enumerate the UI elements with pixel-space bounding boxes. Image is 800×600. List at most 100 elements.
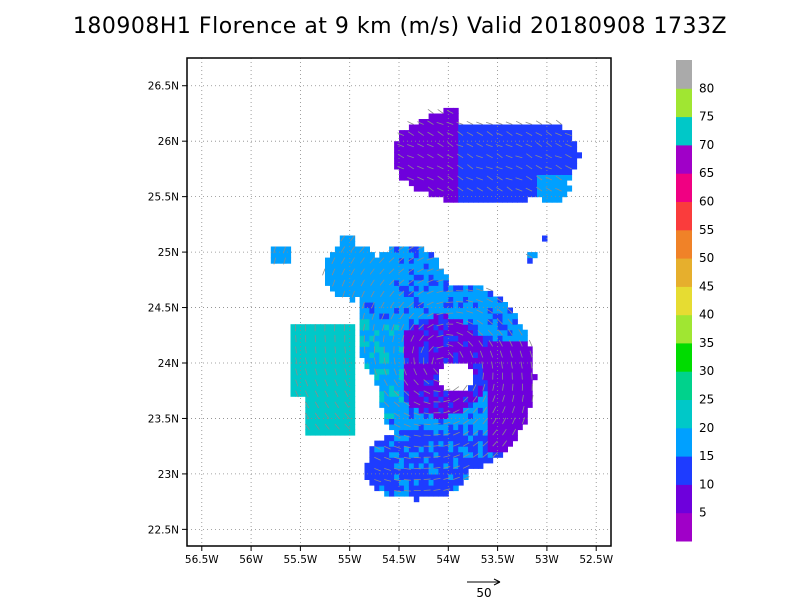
wind-cell bbox=[453, 324, 459, 331]
wind-cell bbox=[522, 124, 528, 131]
wind-cell bbox=[300, 329, 306, 336]
wind-cell bbox=[413, 290, 420, 297]
wind-vector bbox=[373, 368, 377, 376]
wind-cell bbox=[561, 163, 568, 170]
wind-cell bbox=[438, 407, 444, 414]
wind-cell bbox=[359, 307, 366, 314]
wind-cell bbox=[438, 429, 444, 436]
wind-cell bbox=[497, 296, 504, 303]
wind-cell bbox=[463, 440, 469, 447]
wind-cell bbox=[497, 180, 504, 187]
wind-cell bbox=[497, 424, 504, 431]
wind-vector bbox=[519, 350, 523, 358]
wind-cell bbox=[453, 424, 459, 431]
wind-cell bbox=[364, 473, 370, 480]
wind-cell bbox=[561, 191, 568, 198]
wind-vector bbox=[322, 268, 326, 276]
wind-cell bbox=[453, 157, 459, 164]
wind-cell bbox=[389, 379, 395, 386]
wind-vector bbox=[472, 384, 477, 391]
wind-cell bbox=[344, 351, 351, 358]
wind-cell bbox=[290, 379, 296, 386]
wind-cell bbox=[477, 435, 484, 442]
wind-cell bbox=[428, 335, 435, 342]
wind-cell bbox=[527, 135, 533, 142]
wind-cell bbox=[408, 440, 415, 447]
wind-cell bbox=[374, 479, 380, 486]
wind-cell bbox=[389, 274, 395, 281]
wind-cell bbox=[413, 462, 420, 469]
wind-cell bbox=[364, 324, 370, 331]
wind-cell bbox=[344, 357, 351, 364]
colorbar-swatch bbox=[676, 173, 692, 202]
wind-cell bbox=[482, 174, 489, 181]
wind-vector bbox=[472, 395, 478, 403]
wind-cell bbox=[399, 440, 405, 447]
wind-cell bbox=[305, 429, 311, 436]
wind-cell bbox=[453, 440, 459, 447]
wind-cell bbox=[384, 435, 390, 442]
wind-vector bbox=[531, 394, 534, 402]
wind-cell bbox=[408, 401, 415, 408]
wind-cell bbox=[438, 385, 444, 392]
wind-cell bbox=[418, 313, 425, 320]
wind-cell bbox=[359, 340, 366, 347]
wind-cell bbox=[487, 351, 494, 358]
wind-cell bbox=[532, 185, 538, 192]
wind-cell bbox=[418, 346, 425, 353]
wind-cell bbox=[330, 335, 336, 342]
wind-cell bbox=[517, 351, 523, 358]
wind-cell bbox=[369, 457, 375, 464]
wind-vector bbox=[423, 401, 431, 405]
wind-cell bbox=[280, 252, 287, 259]
wind-cell bbox=[542, 185, 548, 192]
wind-cell bbox=[394, 141, 400, 148]
wind-cell bbox=[330, 351, 336, 358]
colorbar-label: 35 bbox=[699, 336, 714, 350]
wind-cell bbox=[458, 318, 464, 325]
wind-cell bbox=[403, 462, 410, 469]
wind-cell bbox=[482, 324, 489, 331]
wind-cell bbox=[443, 313, 449, 320]
wind-cell bbox=[389, 451, 395, 458]
wind-cell bbox=[364, 246, 370, 253]
wind-cell bbox=[315, 429, 321, 436]
wind-cell bbox=[507, 335, 513, 342]
wind-cell bbox=[497, 396, 504, 403]
wind-cell bbox=[507, 374, 513, 381]
wind-cell bbox=[399, 357, 405, 364]
wind-cell bbox=[473, 374, 479, 381]
wind-vector bbox=[482, 441, 489, 447]
wind-vector bbox=[505, 121, 513, 125]
colorbar-label: 15 bbox=[699, 449, 714, 463]
wind-cell bbox=[453, 141, 459, 148]
wind-cell bbox=[517, 174, 523, 181]
wind-cell bbox=[330, 268, 336, 275]
wind-cell bbox=[418, 440, 425, 447]
wind-cell bbox=[330, 368, 336, 375]
wind-cell bbox=[433, 296, 439, 303]
wind-cell bbox=[418, 141, 425, 148]
wind-cell bbox=[522, 146, 528, 153]
wind-cell bbox=[295, 363, 301, 370]
wind-cell bbox=[334, 263, 341, 270]
wind-cell bbox=[413, 141, 420, 148]
wind-cell bbox=[364, 285, 370, 292]
wind-cell bbox=[423, 268, 430, 275]
wind-cell bbox=[438, 268, 444, 275]
wind-cell bbox=[477, 363, 484, 370]
wind-cell bbox=[354, 279, 361, 286]
wind-vector bbox=[456, 164, 464, 170]
wind-cell bbox=[325, 357, 331, 364]
wind-cell bbox=[473, 163, 479, 170]
wind-vector bbox=[486, 154, 493, 159]
wind-cell bbox=[517, 141, 523, 148]
wind-vector bbox=[379, 279, 385, 286]
wind-vector bbox=[334, 423, 340, 430]
colorbar-label: 55 bbox=[699, 223, 714, 237]
wind-cell bbox=[374, 263, 380, 270]
wind-cell bbox=[310, 407, 316, 414]
wind-cell bbox=[344, 263, 351, 270]
wind-vector bbox=[505, 166, 513, 170]
wind-cell bbox=[403, 429, 410, 436]
